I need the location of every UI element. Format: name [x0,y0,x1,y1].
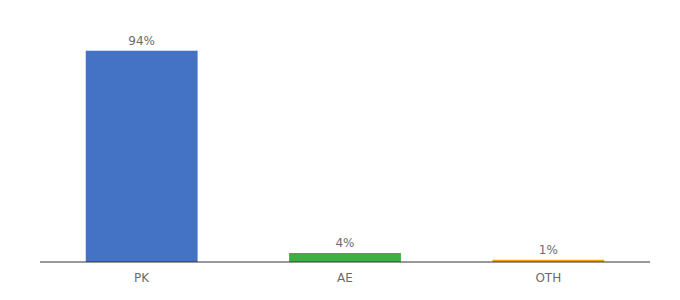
data-label: 4% [335,236,354,250]
data-labels: 94% 4% 1% [128,34,558,257]
bars [86,51,605,262]
data-label: 94% [128,34,155,48]
plot-area [86,51,605,262]
x-tick-label: PK [134,271,150,285]
chart-container: 94% 4% 1% PK AE OTH [0,0,680,300]
bar [289,253,401,262]
chart-svg: 94% 4% 1% PK AE OTH [0,0,680,300]
x-axis-line [40,262,650,263]
x-tick-label: AE [337,271,353,285]
page: {"chart_data": {"type": "bar", "categori… [0,0,680,300]
x-axis: PK AE OTH [40,262,650,285]
data-label: 1% [539,243,558,257]
x-tick-label: OTH [535,271,561,285]
bar [86,51,198,262]
